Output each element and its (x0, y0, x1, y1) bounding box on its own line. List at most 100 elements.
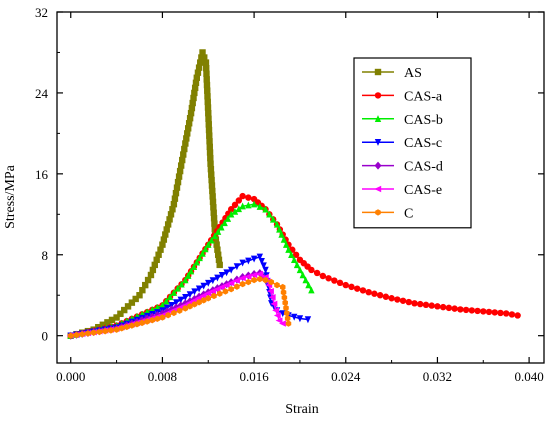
data-point-as (205, 121, 212, 128)
data-point-cas-b (276, 225, 283, 233)
data-point-cas-b (245, 201, 252, 209)
x-axis-title: Strain (285, 402, 318, 417)
data-point-cas-c (191, 288, 198, 296)
data-point-cas-e (199, 292, 207, 299)
data-point-as (144, 276, 152, 284)
x-tick-label: 0.040 (514, 369, 543, 384)
data-point-cas-a (439, 303, 447, 311)
data-point-c (196, 299, 202, 306)
data-point-cas-c (245, 257, 252, 265)
legend-label-cas-a: CAS-a (404, 89, 443, 104)
data-point-as (95, 323, 102, 331)
data-point-cas-c (209, 277, 217, 285)
data-point-as (139, 286, 146, 294)
data-point-cas-e (195, 294, 203, 302)
data-point-cas-a (292, 251, 300, 258)
data-point-cas-a (491, 309, 498, 316)
data-point-c (134, 321, 140, 328)
data-point-c (73, 331, 80, 339)
data-point-cas-b (227, 210, 235, 218)
data-point-cas-a (394, 296, 401, 303)
data-point-as (204, 87, 211, 94)
data-point-as (157, 246, 164, 253)
data-point-cas-b (278, 230, 285, 238)
y-tick-label: 8 (42, 248, 49, 263)
data-point-cas-b (159, 301, 166, 309)
data-point-as (177, 162, 185, 169)
ticks-layer: 0.000 0.008 0.016 0.024 0.032 0.040 0 8 16 24 32 (35, 5, 544, 384)
data-point-cas-a (354, 285, 361, 292)
data-point-as (124, 303, 132, 310)
data-point-as (147, 271, 155, 279)
data-point-as (160, 236, 168, 243)
data-point-cas-c (260, 262, 267, 270)
data-point-cas-a (399, 297, 407, 304)
data-point-as (185, 120, 193, 127)
data-point-cas-a (376, 292, 384, 299)
data-point-as (142, 281, 149, 289)
data-point-cas-b (214, 227, 222, 235)
data-point-cas-b (202, 245, 209, 253)
data-point-as (194, 69, 202, 76)
data-point-cas-a (325, 275, 332, 282)
data-point-c (268, 278, 275, 286)
data-point-as (208, 182, 216, 189)
data-point-cas-b (266, 210, 273, 218)
data-point-as (169, 206, 176, 213)
data-point-cas-c (177, 296, 184, 304)
data-point-as (167, 211, 175, 218)
data-point-as (170, 200, 178, 208)
series-cas-b (67, 200, 315, 339)
data-point-cas-c (256, 253, 264, 261)
data-point-as (151, 261, 158, 269)
data-point-as (187, 109, 195, 117)
data-point-c (211, 292, 217, 300)
data-point-cas-b (293, 261, 301, 269)
data-point-as (182, 140, 189, 147)
data-point-cas-e (275, 317, 283, 324)
data-point-cas-e (233, 277, 241, 284)
data-point-cas-a (235, 197, 243, 204)
data-point-c (281, 294, 288, 301)
series-as (67, 49, 223, 339)
data-point-cas-c (250, 255, 258, 263)
data-point-as (99, 321, 107, 328)
data-point-cas-a (508, 311, 516, 318)
plot-frame (56, 11, 545, 364)
data-point-c (284, 309, 290, 317)
data-point-as (192, 79, 200, 87)
data-point-c (90, 329, 97, 336)
data-point-as (117, 310, 124, 317)
data-point-c (96, 328, 103, 336)
legend-label-cas-d: CAS-d (404, 160, 443, 175)
legend-label-cas-e: CAS-e (404, 183, 442, 198)
data-point-cas-e (268, 294, 276, 301)
data-point-c (165, 312, 171, 319)
data-point-as (215, 256, 223, 264)
data-point-as (207, 160, 214, 167)
data-point-as (204, 104, 212, 111)
data-point-as (209, 193, 216, 200)
data-point-as (188, 104, 196, 112)
data-point-as (206, 138, 213, 145)
legend-marker-c (375, 209, 381, 216)
data-point-cas-b (231, 207, 239, 215)
data-point-cas-e (238, 274, 246, 282)
data-point-as (149, 266, 157, 274)
data-point-cas-a (342, 281, 349, 289)
data-point-c (124, 323, 130, 331)
data-point-cas-b (199, 249, 206, 257)
data-point-as (190, 94, 197, 102)
data-point-cas-a (417, 300, 424, 308)
data-point-as (121, 306, 128, 314)
data-point-cas-a (422, 301, 430, 309)
data-point-cas-b (182, 276, 189, 284)
data-point-c (239, 280, 246, 288)
x-tick-label: 0.032 (423, 369, 452, 384)
legend-item-c: C (362, 206, 413, 221)
legend-marker-cas-e (374, 185, 382, 193)
y-tick-label: 32 (35, 5, 48, 20)
data-point-cas-e (279, 320, 286, 327)
data-point-c (67, 332, 74, 339)
